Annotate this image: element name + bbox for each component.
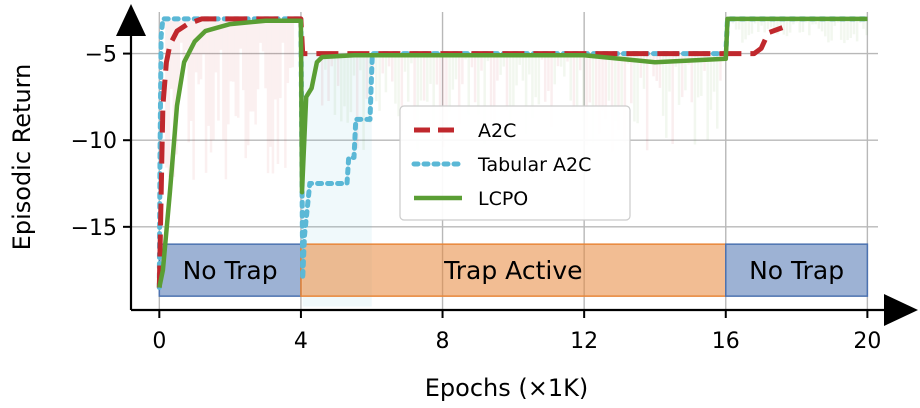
region-label-2: No Trap [749, 256, 844, 285]
y-axis-title: Episodic Return [8, 64, 36, 251]
ticks: 0 4 8 12 16 20 −5 −10 −15 [71, 43, 882, 354]
region-band-1 [300, 243, 727, 297]
region-band-0 [158, 243, 302, 297]
legend-label-2: LCPO [478, 188, 528, 210]
legend: A2C Tabular A2C LCPO [399, 105, 631, 221]
x-tick-label-5: 20 [853, 329, 881, 354]
y-tick-label-2: −15 [71, 216, 117, 241]
x-tick-label-4: 16 [712, 329, 740, 354]
legend-label-0: A2C [478, 120, 516, 142]
series-line-a2c [156, 16, 784, 288]
legend-label-1: Tabular A2C [477, 154, 591, 176]
legend-box [399, 105, 631, 221]
y-axis-arrow-icon [116, 4, 146, 36]
axes [116, 4, 918, 326]
series [156, 16, 870, 290]
region-label-1: Trap Active [443, 256, 582, 285]
regions: No Trap Trap Active No Trap [158, 243, 869, 297]
y-tick-label-1: −10 [71, 129, 117, 154]
region-label-0: No Trap [183, 256, 278, 285]
x-tick-label-3: 12 [570, 329, 598, 354]
series-line-lcpo [157, 16, 868, 288]
y-tick-label-0: −5 [85, 43, 117, 68]
x-tick-label-1: 4 [294, 329, 308, 354]
x-tick-label-0: 0 [152, 329, 166, 354]
x-axis-arrow-icon [884, 294, 918, 326]
region-band-2 [725, 243, 869, 297]
x-tick-label-2: 8 [436, 329, 450, 354]
x-axis-title: Epochs (×1K) [425, 374, 588, 402]
